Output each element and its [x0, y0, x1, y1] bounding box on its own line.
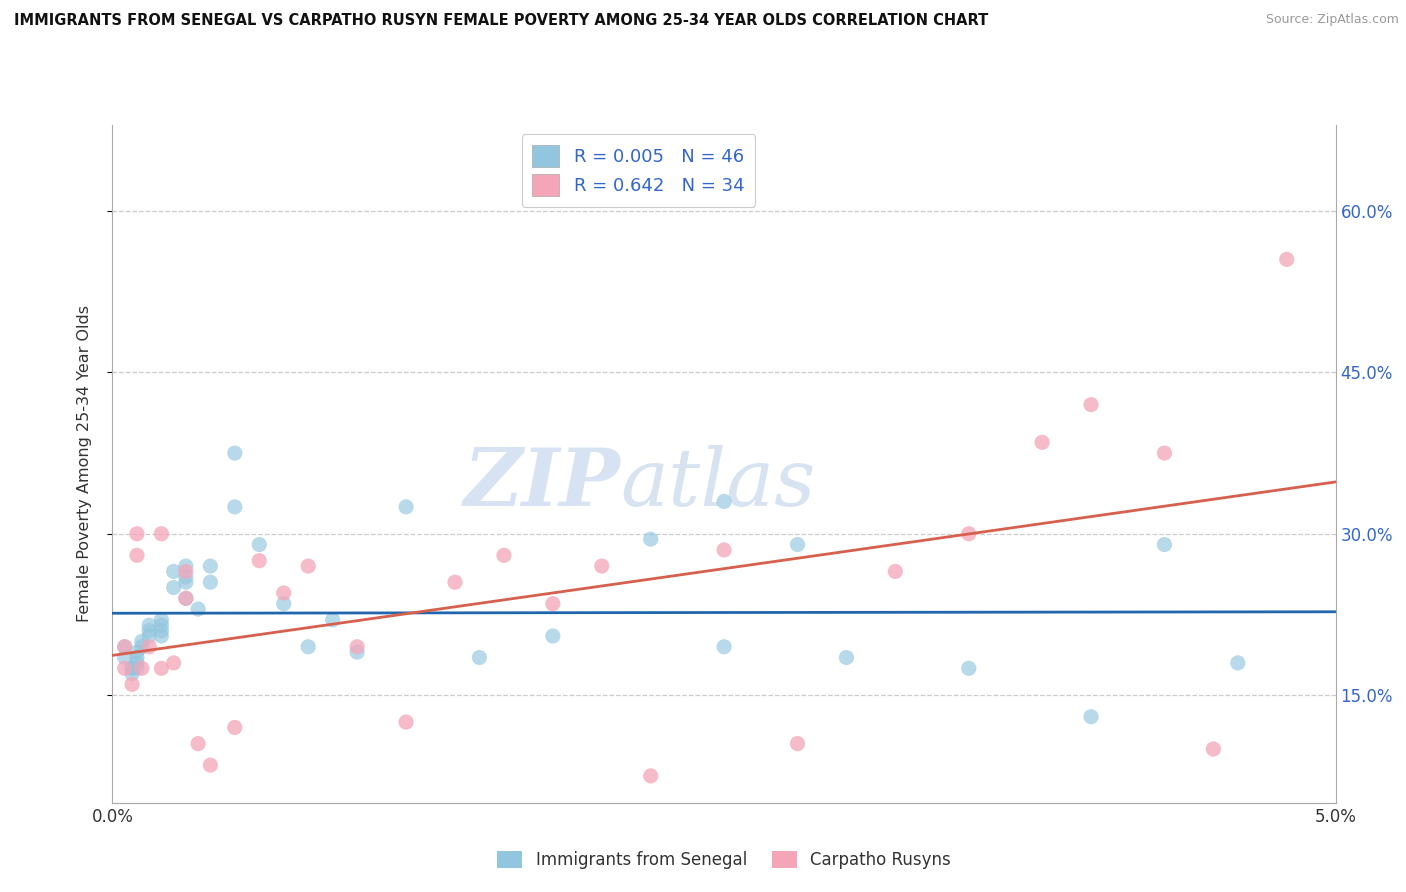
Point	[1153, 537, 1175, 551]
Point	[884, 565, 907, 579]
Point	[541, 629, 564, 643]
Text: Source: ZipAtlas.com: Source: ZipAtlas.com	[1265, 13, 1399, 27]
Point	[786, 737, 808, 751]
Point	[1226, 656, 1249, 670]
Point	[395, 715, 418, 730]
Point	[121, 666, 143, 681]
Point	[200, 559, 222, 574]
Y-axis label: Female Poverty Among 25-34 Year Olds: Female Poverty Among 25-34 Year Olds	[77, 305, 91, 623]
Point	[114, 640, 136, 654]
Point	[273, 597, 295, 611]
Point	[346, 645, 368, 659]
Point	[114, 650, 136, 665]
Point	[131, 634, 153, 648]
Point	[174, 565, 197, 579]
Point	[150, 624, 173, 638]
Point	[640, 769, 662, 783]
Point	[163, 581, 186, 595]
Point	[591, 559, 613, 574]
Point	[1275, 252, 1298, 267]
Point	[150, 661, 173, 675]
Point	[125, 645, 148, 659]
Point	[224, 500, 246, 514]
Point	[395, 500, 418, 514]
Point	[957, 661, 980, 675]
Point	[138, 640, 160, 654]
Point	[131, 640, 153, 654]
Point	[468, 650, 491, 665]
Point	[835, 650, 858, 665]
Point	[150, 629, 173, 643]
Point	[150, 613, 173, 627]
Point	[224, 446, 246, 460]
Point	[1080, 709, 1102, 723]
Point	[125, 650, 148, 665]
Point	[1080, 398, 1102, 412]
Point	[297, 640, 319, 654]
Point	[541, 597, 564, 611]
Point	[273, 586, 295, 600]
Point	[713, 543, 735, 558]
Point	[200, 758, 222, 772]
Point	[1202, 742, 1225, 756]
Point	[163, 565, 186, 579]
Point	[150, 526, 173, 541]
Point	[247, 537, 270, 551]
Point	[174, 591, 197, 606]
Point	[492, 549, 515, 563]
Point	[150, 618, 173, 632]
Point	[174, 570, 197, 584]
Point	[114, 640, 136, 654]
Point	[187, 737, 209, 751]
Point	[713, 640, 735, 654]
Legend: Immigrants from Senegal, Carpatho Rusyns: Immigrants from Senegal, Carpatho Rusyns	[491, 845, 957, 876]
Point	[114, 661, 136, 675]
Point	[138, 618, 160, 632]
Point	[346, 640, 368, 654]
Point	[163, 656, 186, 670]
Point	[322, 613, 344, 627]
Point	[187, 602, 209, 616]
Point	[125, 656, 148, 670]
Text: IMMIGRANTS FROM SENEGAL VS CARPATHO RUSYN FEMALE POVERTY AMONG 25-34 YEAR OLDS C: IMMIGRANTS FROM SENEGAL VS CARPATHO RUSY…	[14, 13, 988, 29]
Text: atlas: atlas	[620, 445, 815, 523]
Point	[121, 661, 143, 675]
Point	[297, 559, 319, 574]
Point	[125, 661, 148, 675]
Point	[1153, 446, 1175, 460]
Point	[1031, 435, 1053, 450]
Point	[640, 532, 662, 546]
Point	[200, 575, 222, 590]
Point	[138, 629, 160, 643]
Point	[786, 537, 808, 551]
Point	[174, 575, 197, 590]
Text: ZIP: ZIP	[463, 445, 620, 523]
Point	[444, 575, 467, 590]
Point	[125, 549, 148, 563]
Point	[957, 526, 980, 541]
Point	[121, 677, 143, 691]
Point	[713, 494, 735, 508]
Point	[174, 559, 197, 574]
Point	[125, 526, 148, 541]
Point	[121, 661, 143, 675]
Point	[131, 661, 153, 675]
Point	[174, 591, 197, 606]
Point	[247, 554, 270, 568]
Point	[138, 624, 160, 638]
Point	[224, 721, 246, 735]
